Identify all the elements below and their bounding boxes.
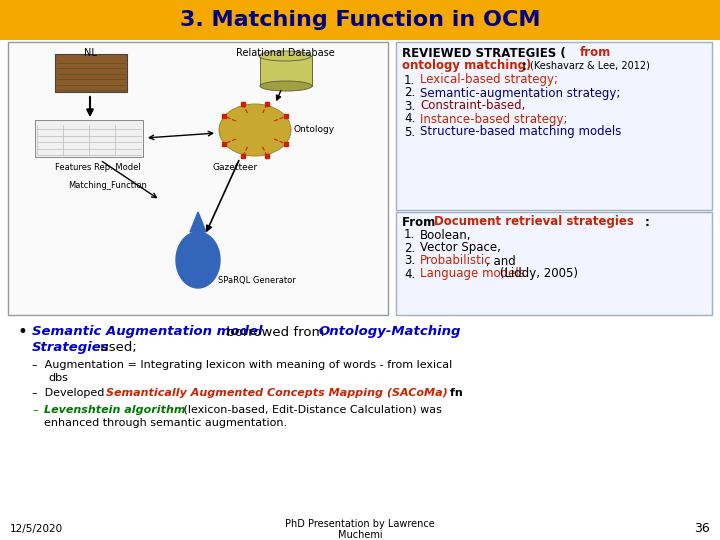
Text: •: • xyxy=(18,323,28,341)
Text: Levenshtein algorithm: Levenshtein algorithm xyxy=(44,405,186,415)
Ellipse shape xyxy=(259,51,311,61)
Text: 2.: 2. xyxy=(404,241,415,254)
Text: Ontology: Ontology xyxy=(293,125,334,134)
Text: borrowed from: borrowed from xyxy=(222,326,328,339)
Text: dbs: dbs xyxy=(48,373,68,383)
Text: from: from xyxy=(580,46,611,59)
Text: From: From xyxy=(402,215,439,228)
Text: , and: , and xyxy=(486,254,516,267)
Text: Instance-based strategy;: Instance-based strategy; xyxy=(420,112,567,125)
Text: 4.: 4. xyxy=(404,112,415,125)
Ellipse shape xyxy=(219,104,291,156)
Text: Relational Database: Relational Database xyxy=(235,48,334,58)
Text: Matching_Function: Matching_Function xyxy=(68,181,147,191)
Text: 3.: 3. xyxy=(404,254,415,267)
Text: Gazetteer: Gazetteer xyxy=(212,163,258,172)
Text: –: – xyxy=(32,405,37,415)
Text: NL: NL xyxy=(84,48,96,58)
Text: fn: fn xyxy=(446,388,463,398)
Text: used;: used; xyxy=(96,341,137,354)
Text: (Keshavarz & Lee, 2012): (Keshavarz & Lee, 2012) xyxy=(530,61,650,71)
FancyBboxPatch shape xyxy=(0,0,720,40)
Text: Semantic-augmentation strategy;: Semantic-augmentation strategy; xyxy=(420,86,621,99)
Text: Constraint-based,: Constraint-based, xyxy=(420,99,526,112)
Text: Features Rep. Model: Features Rep. Model xyxy=(55,163,140,172)
Text: 36: 36 xyxy=(694,523,710,536)
FancyBboxPatch shape xyxy=(396,212,712,315)
Ellipse shape xyxy=(260,81,312,91)
FancyBboxPatch shape xyxy=(396,42,712,210)
Text: Boolean,: Boolean, xyxy=(420,228,472,241)
Text: Ontology-Matching: Ontology-Matching xyxy=(319,326,462,339)
Text: Language models: Language models xyxy=(420,267,525,280)
FancyBboxPatch shape xyxy=(260,56,312,86)
Text: 1.: 1. xyxy=(404,73,415,86)
Text: 2.: 2. xyxy=(404,86,415,99)
Polygon shape xyxy=(176,232,220,288)
Text: :: : xyxy=(522,59,531,72)
Text: ontology matching): ontology matching) xyxy=(402,59,531,72)
FancyBboxPatch shape xyxy=(8,42,388,315)
Text: (lexicon-based, Edit-Distance Calculation) was: (lexicon-based, Edit-Distance Calculatio… xyxy=(180,405,442,415)
Text: Vector Space,: Vector Space, xyxy=(420,241,501,254)
Text: Semantic Augmentation model: Semantic Augmentation model xyxy=(32,326,263,339)
Text: 5.: 5. xyxy=(404,125,415,138)
Polygon shape xyxy=(190,212,206,232)
Text: :: : xyxy=(645,215,650,228)
Text: Document retrieval strategies: Document retrieval strategies xyxy=(434,215,634,228)
Text: 3. Matching Function in OCM: 3. Matching Function in OCM xyxy=(180,10,540,30)
Text: PhD Presentation by Lawrence: PhD Presentation by Lawrence xyxy=(285,519,435,529)
Text: 1.: 1. xyxy=(404,228,415,241)
Text: Semantically Augmented Concepts Mapping (SACoMa): Semantically Augmented Concepts Mapping … xyxy=(106,388,448,398)
Text: 4.: 4. xyxy=(404,267,415,280)
Text: –  Augmentation = Integrating lexicon with meaning of words - from lexical: – Augmentation = Integrating lexicon wit… xyxy=(32,360,452,370)
Text: REVIEWED STRATEGIES (: REVIEWED STRATEGIES ( xyxy=(402,46,566,59)
Text: 12/5/2020: 12/5/2020 xyxy=(10,524,63,534)
Text: Structure-based matching models: Structure-based matching models xyxy=(420,125,621,138)
Text: enhanced through semantic augmentation.: enhanced through semantic augmentation. xyxy=(44,418,287,428)
Text: –  Developed: – Developed xyxy=(32,388,108,398)
Text: SPaRQL Generator: SPaRQL Generator xyxy=(218,275,296,285)
FancyBboxPatch shape xyxy=(55,54,127,92)
Text: Muchemi: Muchemi xyxy=(338,530,382,540)
Text: Strategies: Strategies xyxy=(32,341,109,354)
Text: (Liddy, 2005): (Liddy, 2005) xyxy=(497,267,578,280)
Text: 3.: 3. xyxy=(404,99,415,112)
FancyBboxPatch shape xyxy=(35,120,143,157)
Text: Lexical-based strategy;: Lexical-based strategy; xyxy=(420,73,558,86)
Text: Probabilistic: Probabilistic xyxy=(420,254,492,267)
